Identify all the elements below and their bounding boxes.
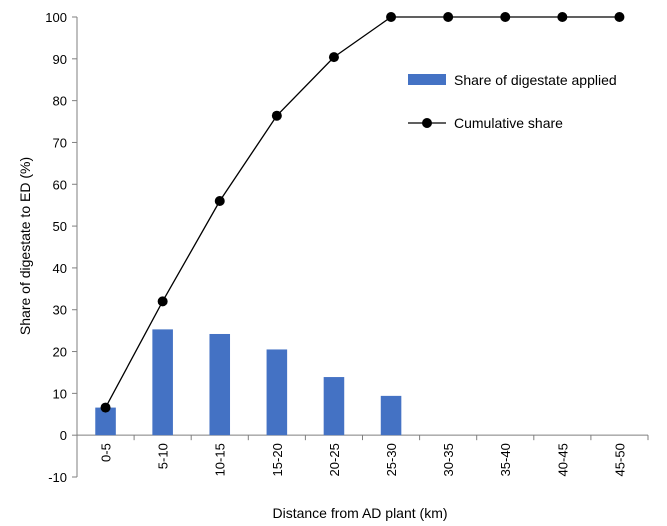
y-tick-label: 0: [60, 428, 67, 443]
bar-series: [95, 329, 402, 436]
y-tick-label: 10: [53, 386, 67, 401]
line-point: [557, 12, 568, 22]
x-tick-label: 45-50: [612, 443, 627, 476]
line-point: [614, 12, 625, 22]
y-tick-label: 100: [45, 10, 67, 25]
line-point: [157, 296, 168, 307]
cumulative-line: [104, 16, 620, 408]
line-point: [500, 12, 511, 22]
legend-label-line: Cumulative share: [454, 115, 563, 131]
bar: [209, 333, 231, 436]
y-tick-label: 70: [53, 135, 67, 150]
line-point: [386, 12, 397, 22]
line-point: [214, 196, 225, 206]
y-tick-label: 30: [53, 303, 67, 318]
x-tick-label: 10-15: [213, 443, 228, 476]
x-tick-label: 0-5: [99, 443, 114, 462]
x-tick-label: 15-20: [270, 443, 285, 476]
x-tick-label: 5-10: [156, 443, 171, 469]
x-tick-label: 20-25: [327, 443, 342, 476]
line-point: [271, 110, 282, 121]
bar: [266, 349, 288, 436]
y-tick-label: 80: [53, 94, 67, 109]
y-tick-label: 40: [53, 261, 67, 276]
y-tick-label: 50: [53, 219, 67, 234]
x-axis-label: Distance from AD plant (km): [272, 505, 447, 521]
bar: [95, 407, 116, 436]
x-tick-label: 40-45: [555, 443, 570, 476]
x-tick-label: 25-30: [384, 443, 399, 476]
bar: [152, 329, 173, 436]
legend-swatch-marker: [422, 118, 432, 128]
line-point: [443, 12, 454, 22]
y-axis-label: Share of digestate to ED (%): [17, 157, 33, 335]
legend: Share of digestate applied Cumulative sha…: [408, 72, 617, 131]
x-tick-label: 30-35: [441, 443, 456, 476]
line-series: [100, 12, 625, 413]
bar: [380, 395, 402, 436]
y-tick-label: 60: [53, 177, 67, 192]
x-tick-label: 35-40: [498, 443, 513, 476]
y-tick-label: -10: [48, 470, 67, 485]
axes: -10 0 10 20 30 40 50 60 70 80 90 100 0-5 5-10 10-15 15-…: [45, 10, 649, 485]
legend-label-bar: Share of digestate applied: [454, 72, 617, 88]
line-point: [100, 402, 111, 413]
bar: [323, 377, 345, 436]
y-tick-label: 20: [53, 345, 67, 360]
y-tick-label: 90: [53, 52, 67, 67]
legend-swatch-bar: [408, 74, 446, 85]
line-point: [328, 52, 339, 63]
